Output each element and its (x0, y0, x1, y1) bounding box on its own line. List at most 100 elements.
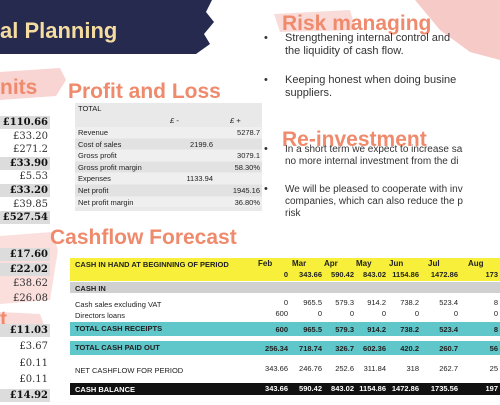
row-bg (70, 258, 500, 281)
unit-value: £271.2 (13, 144, 48, 156)
row-label: Gross profit (78, 151, 117, 161)
column-header: Mar (292, 259, 307, 268)
cell: 579.3 (335, 298, 354, 307)
cell: 8 (493, 325, 498, 334)
cell: 1945.16 (232, 186, 260, 195)
cell: 523.4 (439, 298, 458, 307)
row-bg (75, 173, 262, 184)
cell: 343.66 (265, 364, 288, 373)
cell: 0 (283, 298, 288, 307)
row-label: CASH BALANCE (75, 385, 135, 394)
cell: 0 (349, 309, 354, 318)
row-label: Cash sales excluding VAT (75, 300, 162, 309)
table-header: TOTAL (78, 104, 102, 113)
cell: 590.42 (331, 270, 354, 279)
bullet-dot: • (264, 74, 268, 86)
row-label: TOTAL CASH PAID OUT (75, 343, 160, 352)
cell: 420.2 (400, 344, 419, 353)
cell: 262.7 (439, 364, 458, 373)
column-header: £ - (170, 116, 179, 125)
column-header: Feb (258, 259, 273, 268)
bullet-text: We will be pleased to cooperate with inv (285, 184, 463, 195)
unit-value: £17.60 (0, 248, 50, 261)
cell: 3079.1 (237, 151, 260, 161)
row-label: Net profit margin (78, 197, 134, 207)
column-header: Aug (468, 259, 484, 268)
unit-value: £3.67 (19, 341, 48, 353)
unit-value: £5.53 (19, 171, 48, 183)
cell: 58.30% (234, 162, 260, 172)
cell: 914.2 (367, 298, 386, 307)
bullet-text: the liquidity of cash flow. (285, 45, 404, 57)
cell: 36.80% (234, 197, 260, 207)
column-header: May (356, 259, 372, 268)
section-heading: Profit and Loss (68, 80, 221, 103)
unit-value: £14.92 (0, 389, 50, 403)
cell: 965.5 (303, 298, 322, 307)
cell: 173 (485, 270, 498, 279)
cell: 2199.6 (190, 139, 213, 149)
cell: 318 (406, 364, 419, 373)
row-bg (75, 138, 262, 150)
cell: 0 (317, 309, 322, 318)
unit-value: £0.11 (19, 373, 48, 385)
bullet-dot: • (264, 143, 268, 155)
row-bg (70, 341, 500, 355)
section-heading: t (0, 308, 7, 331)
cell: 343.66 (299, 270, 322, 279)
row-label: Directors loans (75, 311, 126, 320)
cell: 738.2 (400, 325, 419, 334)
column-header: Jul (428, 259, 440, 268)
cell: 590.42 (299, 384, 322, 393)
cell: 1154.86 (392, 270, 419, 279)
cell: 738.2 (400, 298, 419, 307)
cell: 256.34 (265, 344, 288, 353)
cell: 252.6 (335, 364, 354, 373)
cell: 25 (489, 364, 498, 373)
unit-value: £33.20 (0, 184, 50, 197)
cell: 1472.86 (391, 384, 419, 393)
section-heading: Risk managing (282, 12, 432, 35)
slide-title: al Planning (0, 18, 118, 43)
row-bg (70, 322, 500, 336)
row-label: NET CASHFLOW FOR PERIOD (75, 366, 184, 375)
row-bg (75, 196, 262, 208)
cell: 843.02 (363, 270, 386, 279)
bullet-text: no more internal investment from the di (285, 156, 459, 167)
cell: 965.5 (303, 325, 322, 334)
unit-value: £26.08 (13, 292, 48, 304)
section-heading: Re-investment (282, 128, 427, 151)
unit-value: £33.20 (13, 130, 48, 142)
cell: 0 (414, 309, 419, 318)
section-heading: Cashflow Forecast (50, 226, 237, 249)
unit-value: £22.02 (0, 262, 50, 276)
cell: 56 (489, 344, 498, 353)
section-heading: nits (0, 76, 38, 99)
unit-value: £38.62 (13, 278, 48, 289)
unit-value: £110.66 (0, 116, 50, 129)
cell: 602.36 (363, 344, 386, 353)
row-bg (75, 127, 262, 138)
row-label: CASH IN (75, 284, 106, 293)
row-label: Cost of sales (78, 139, 122, 149)
cell: 8 (493, 298, 498, 307)
row-label: Gross profit margin (78, 162, 142, 172)
cell: 600 (275, 309, 288, 318)
bullet-dot: • (264, 32, 268, 44)
cell: 600 (275, 325, 288, 334)
row-bg (70, 383, 500, 395)
column-header: £ + (230, 116, 241, 125)
bullet-text: risk (285, 208, 301, 219)
cell: 523.4 (439, 325, 458, 334)
cell: 914.2 (367, 325, 386, 334)
row-bg (75, 161, 262, 173)
cell: 5278.7 (237, 128, 260, 137)
unit-value: £527.54 (0, 211, 50, 225)
cell: 0 (381, 309, 386, 318)
cell: 311.84 (363, 364, 386, 373)
unit-value: £0.11 (19, 357, 48, 369)
cell: 0 (453, 309, 458, 318)
cell: 1472.86 (430, 270, 458, 279)
cell: 843.02 (331, 384, 354, 393)
